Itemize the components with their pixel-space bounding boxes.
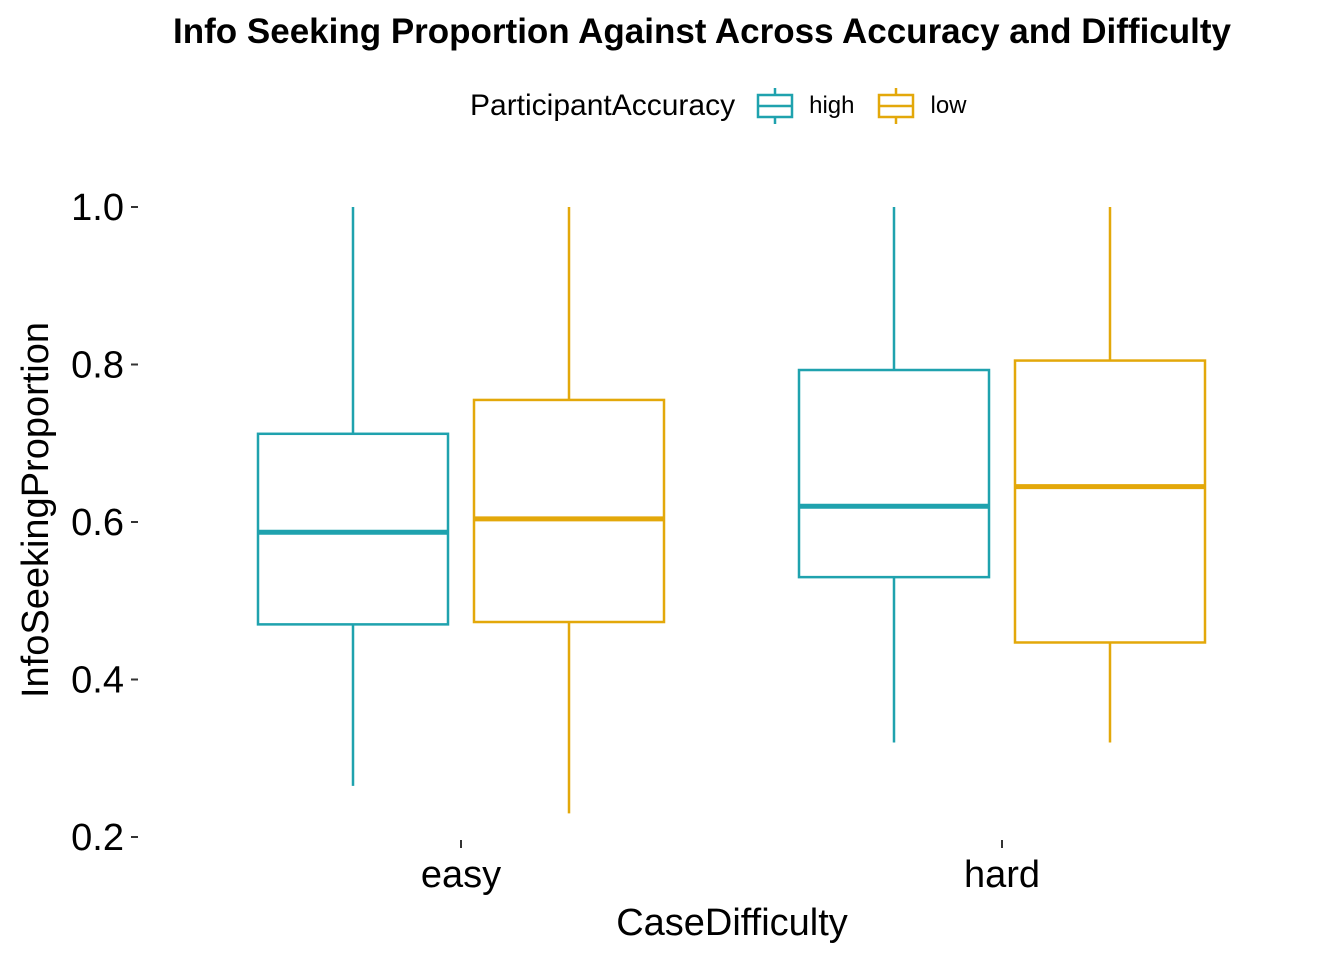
box-low-hard (1013, 207, 1207, 743)
y-axis-title: InfoSeekingProportion (15, 322, 57, 698)
box-high-hard (797, 207, 991, 743)
y-tick-label: 0.4 (71, 660, 124, 702)
legend-label-low: low (930, 92, 967, 119)
legend-item-low: low (876, 86, 967, 126)
y-tick-label: 1.0 (71, 187, 124, 229)
legend-item-high: high (755, 86, 854, 126)
x-tick-label-easy: easy (421, 854, 501, 896)
legend-key-high (756, 88, 794, 124)
legend-key-low (878, 88, 915, 124)
y-tick-label: 0.2 (71, 817, 124, 859)
legend-title: ParticipantAccuracy (470, 89, 736, 122)
box-low-easy (472, 207, 666, 814)
legend-label-high: high (809, 92, 855, 119)
x-tick-label-hard: hard (964, 854, 1040, 896)
box-high-easy (256, 207, 450, 786)
legend: ParticipantAccuracy high low (470, 84, 989, 128)
chart-title: Info Seeking Proportion Against Across A… (173, 12, 1231, 51)
box-iqr (797, 368, 991, 579)
y-axis: 0.2 0.4 0.6 0.8 1.0 (71, 187, 138, 859)
box-iqr (1013, 359, 1207, 644)
y-tick-label: 0.8 (71, 345, 124, 387)
x-axis: easy hard (421, 840, 1040, 896)
x-axis-title: CaseDifficulty (616, 902, 848, 944)
box-iqr (472, 398, 666, 624)
boxes-layer (256, 207, 1207, 814)
box-iqr (256, 432, 450, 626)
y-tick-label: 0.6 (71, 502, 124, 544)
